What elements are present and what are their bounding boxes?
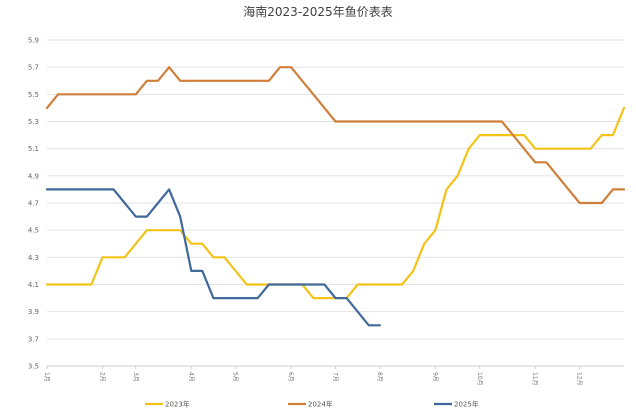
- y-tick-label: 3.5: [28, 363, 39, 371]
- x-tick-label: 10月: [476, 372, 483, 386]
- y-tick-label: 5.7: [28, 64, 39, 72]
- y-tick-label: 3.7: [28, 335, 39, 343]
- y-tick-label: 4.1: [28, 281, 39, 289]
- series-line-2024年: [45, 66, 626, 205]
- x-axis-ticks: 1月 2月 3月 4月 5月 6月 7月 8月 9月 10月 11月 12月: [43, 366, 583, 386]
- series-line-2025年: [45, 188, 381, 327]
- y-tick-label: 4.9: [28, 172, 39, 180]
- y-axis-ticks: 5.9 5.7 5.5 5.3 5.1 4.9 4.7 4.5 4.3 4.1 3.9 3.7 3.5: [28, 37, 39, 371]
- legend-label: 2023年: [165, 400, 190, 409]
- x-tick-label: 3月: [132, 372, 139, 382]
- y-tick-label: 5.5: [28, 91, 39, 99]
- y-tick-label: 5.3: [28, 118, 39, 126]
- series-lines: [45, 66, 626, 327]
- x-tick-label: 6月: [287, 372, 294, 382]
- x-tick-label: 4月: [187, 372, 194, 382]
- chart-title: 海南2023-2025年鱼价表表: [243, 4, 392, 19]
- x-tick-label: 8月: [376, 372, 383, 382]
- legend: 2023年 2024年 2025年: [145, 400, 479, 409]
- x-tick-label: 9月: [431, 372, 438, 382]
- y-tick-label: 4.3: [28, 254, 39, 262]
- x-tick-label: 5月: [232, 372, 239, 382]
- x-tick-label: 12月: [576, 372, 583, 386]
- y-tick-label: 5.1: [28, 145, 39, 153]
- y-tick-label: 4.7: [28, 200, 39, 208]
- y-tick-label: 4.5: [28, 227, 39, 235]
- x-tick-label: 11月: [531, 372, 538, 386]
- x-tick-label: 2月: [98, 372, 105, 382]
- x-tick-label: 7月: [332, 372, 339, 382]
- x-tick-label: 1月: [43, 372, 50, 382]
- legend-label: 2025年: [454, 400, 479, 409]
- y-tick-label: 3.9: [28, 308, 39, 316]
- legend-label: 2024年: [308, 400, 333, 409]
- y-tick-label: 5.9: [28, 37, 39, 45]
- gridlines: [47, 39, 624, 367]
